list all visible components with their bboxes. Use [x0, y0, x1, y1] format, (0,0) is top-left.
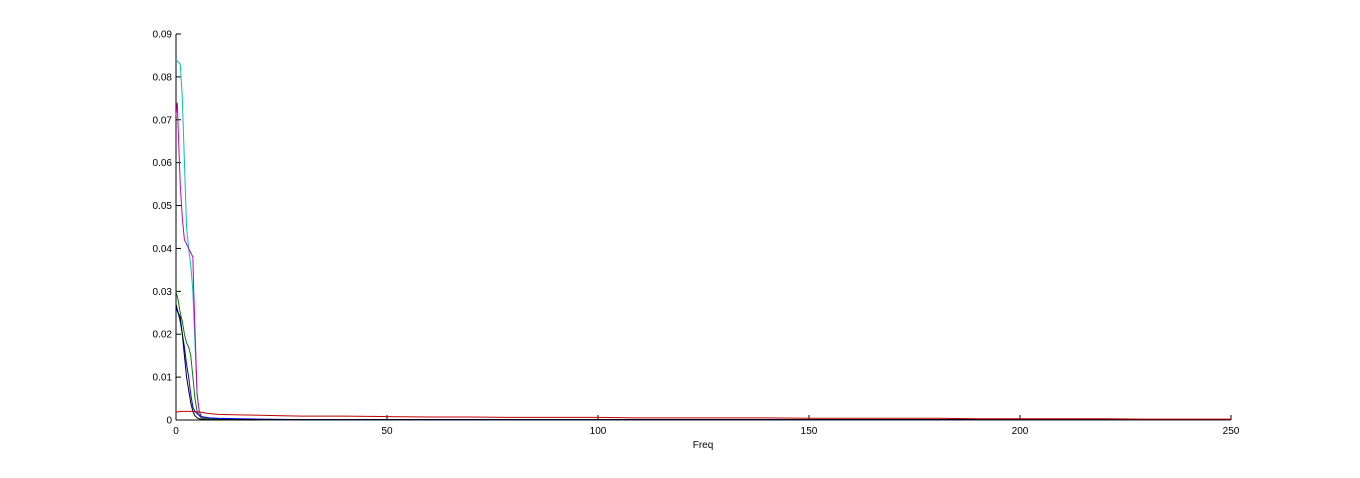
x-tick-label: 100 — [590, 426, 607, 437]
y-tick-label: 0.01 — [153, 373, 173, 384]
y-tick-label: 0.06 — [153, 158, 173, 169]
y-tick-label: 0.02 — [153, 330, 173, 341]
series-line-3 — [175, 291, 1231, 421]
x-tick-label: 0 — [173, 426, 179, 437]
series-line-5 — [175, 304, 1231, 421]
y-tick-label: 0.09 — [153, 30, 173, 41]
y-tick-label: 0.07 — [153, 115, 173, 126]
y-tick-label: 0.05 — [153, 201, 173, 212]
x-tick-label: 250 — [1223, 426, 1240, 437]
y-tick-label: 0.03 — [153, 287, 173, 298]
series-line-2 — [175, 102, 1231, 421]
series-line-1 — [175, 59, 1231, 421]
series-layer — [175, 59, 1231, 421]
series-line-6 — [175, 410, 1231, 420]
axes: 0 50 100 150 200 250 0 0.01 0.02 0.03 0.04 0.05 0.06… — [153, 30, 1240, 438]
series-line-4 — [175, 308, 1231, 421]
x-tick-label: 200 — [1012, 426, 1029, 437]
x-axis-label: Freq — [693, 440, 714, 451]
x-tick-label: 150 — [801, 426, 818, 437]
x-tick-label: 50 — [381, 426, 393, 437]
y-tick-label: 0.08 — [153, 72, 173, 83]
y-tick-label: 0 — [166, 416, 172, 427]
y-tick-label: 0.04 — [153, 244, 173, 255]
